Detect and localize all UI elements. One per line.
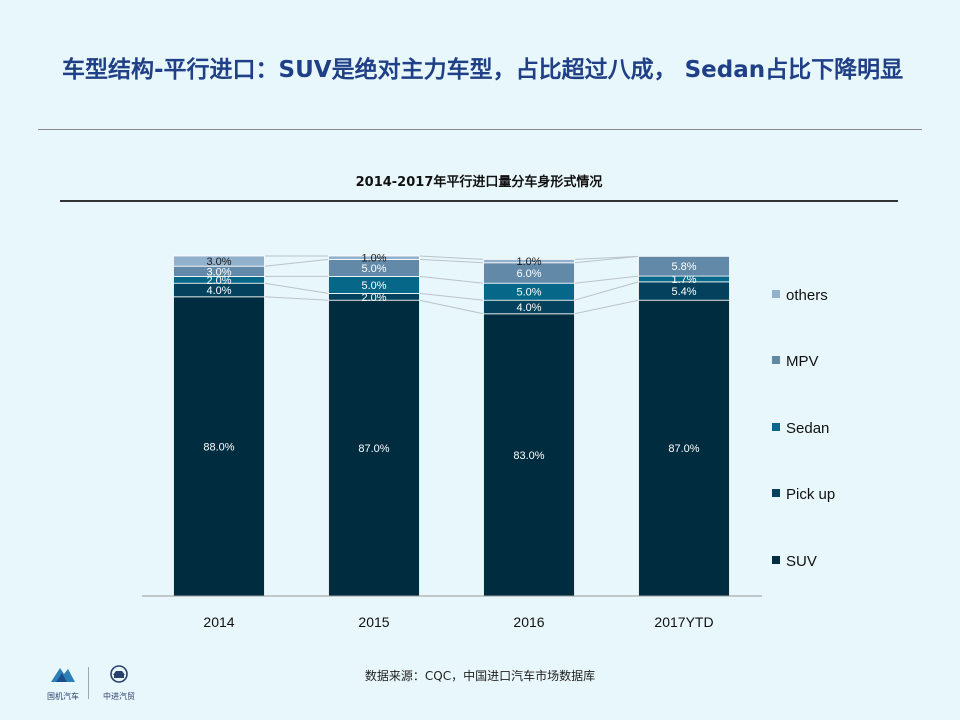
logo-label: 中进汽贸 xyxy=(103,692,135,701)
data-label: 5.0% xyxy=(361,280,386,292)
data-label: 83.0% xyxy=(513,450,544,462)
series-connector-line xyxy=(419,299,484,315)
x-tick-label: 2014 xyxy=(203,614,234,630)
series-connector-line xyxy=(419,275,484,284)
legend-swatch xyxy=(772,356,780,364)
legend-label: SUV xyxy=(786,553,817,570)
series-connector-line xyxy=(264,296,329,301)
data-label: 5.0% xyxy=(516,287,541,299)
series-connector-line xyxy=(574,299,639,315)
page-title: 车型结构-平行进口：SUV是绝对主力车型，占比超过八成， Sedan占比下降明显 xyxy=(62,57,904,83)
series-connector-line xyxy=(419,292,484,301)
legend-label: Pick up xyxy=(786,486,835,503)
logo-label: 国机汽车 xyxy=(47,692,79,701)
legend-swatch xyxy=(772,290,780,298)
car-badge-logo-icon: 中进汽贸 xyxy=(94,664,144,702)
bar-segment-suv xyxy=(328,299,420,597)
data-label: 88.0% xyxy=(203,441,234,453)
data-label: 3.0% xyxy=(206,256,231,268)
legend-swatch xyxy=(772,489,780,497)
series-connector-line xyxy=(574,255,639,260)
data-label: 4.0% xyxy=(206,285,231,297)
logo-divider xyxy=(88,667,89,699)
mountain-logo-icon: 国机汽车 xyxy=(38,664,88,702)
data-label: 2.0% xyxy=(206,275,231,287)
bar-segment-others xyxy=(173,255,265,267)
x-tick-label: 2017YTD xyxy=(654,614,713,630)
legend-label: others xyxy=(786,287,828,304)
legend-label: MPV xyxy=(786,353,819,370)
data-label: 6.0% xyxy=(516,268,541,280)
series-connector-line xyxy=(574,275,639,284)
bar-segment-others xyxy=(328,255,420,260)
x-tick-label: 2015 xyxy=(358,614,389,630)
series-connector-line xyxy=(419,258,484,264)
x-tick-label: 2016 xyxy=(513,614,544,630)
data-label: 87.0% xyxy=(358,443,389,455)
series-connector-line xyxy=(419,255,484,260)
chart-title-divider xyxy=(60,200,898,202)
series-connector-line xyxy=(574,281,639,301)
data-label: 5.8% xyxy=(671,261,696,273)
legend-swatch xyxy=(772,556,780,564)
data-label: 1.0% xyxy=(516,256,541,268)
data-label: 4.0% xyxy=(516,302,541,314)
series-connector-line xyxy=(574,255,639,264)
series-connector-line xyxy=(264,282,329,294)
bar-segment-suv xyxy=(483,313,575,597)
data-label: 87.0% xyxy=(668,443,699,455)
legend-swatch xyxy=(772,423,780,431)
title-divider xyxy=(38,129,922,130)
chart-title: 2014-2017年平行进口量分车身形式情况 xyxy=(355,175,603,190)
data-label: 5.0% xyxy=(361,263,386,275)
data-label: 2.0% xyxy=(361,292,386,304)
bar-segment-others xyxy=(483,258,575,264)
series-connector-line xyxy=(264,258,329,267)
source-note: 数据来源：CQC，中国进口汽车市场数据库 xyxy=(364,669,596,683)
data-label: 1.0% xyxy=(361,253,386,265)
bar-segment-mpv xyxy=(638,255,730,277)
legend-label: Sedan xyxy=(786,420,829,437)
data-label: 5.4% xyxy=(671,286,696,298)
data-label: 1.7% xyxy=(671,274,696,286)
data-label: 3.0% xyxy=(206,266,231,278)
